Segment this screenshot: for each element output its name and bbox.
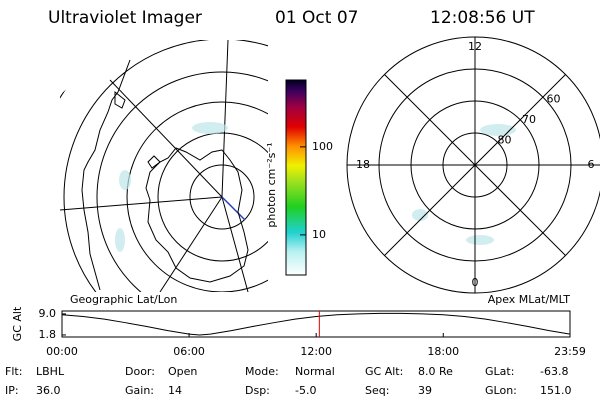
info-label: IP: [5, 384, 19, 397]
info-value: Open [168, 365, 197, 378]
lat-ring [410, 100, 540, 230]
info-label: Flt: [5, 365, 22, 378]
mlt-label: 18 [356, 158, 370, 171]
apex-map-label: Apex MLat/MLT [488, 293, 571, 306]
info-value: 36.0 [36, 384, 61, 397]
time: 12:08:56 UT [430, 8, 535, 28]
colorbar [285, 79, 307, 276]
title: Ultraviolet Imager [48, 8, 202, 28]
lat-label: 70 [522, 113, 536, 126]
x-tick-label: 12:00 [300, 345, 332, 358]
info-label: GLon: [485, 384, 517, 397]
x-tick-label: 06:00 [173, 345, 205, 358]
y-axis-label: GC Alt [11, 306, 24, 341]
info-label: Gain: [125, 384, 154, 397]
info-value: Normal [295, 365, 335, 378]
info-value: 151.0 [540, 384, 572, 397]
info-label: Dsp: [245, 384, 270, 397]
mlt-label: 6 [588, 158, 595, 171]
date: 01 Oct 07 [275, 8, 358, 28]
y-tick-label: 9.0 [39, 307, 57, 320]
diagonal-line [384, 74, 566, 256]
lat-ring [378, 68, 572, 262]
lat-label: 80 [498, 133, 512, 146]
lat-label: 60 [547, 92, 561, 105]
info-value: 14 [168, 384, 182, 397]
x-tick-label: 18:00 [427, 345, 459, 358]
info-value: -63.8 [540, 365, 568, 378]
info-value: 39 [418, 384, 432, 397]
info-label: Mode: [245, 365, 279, 378]
x-tick-label: 00:00 [46, 345, 78, 358]
lat-ring [442, 132, 508, 198]
mlt-label: 12 [468, 40, 482, 53]
geo-map [60, 40, 268, 292]
info-value: 8.0 Re [418, 365, 453, 378]
info-label: Seq: [365, 384, 389, 397]
altitude-line [61, 312, 571, 336]
info-label: GC Alt: [365, 365, 403, 378]
mlt-label: 0 [472, 276, 479, 289]
geo-map-label: Geographic Lat/Lon [70, 293, 177, 306]
info-value: -5.0 [295, 384, 316, 397]
x-tick-label: 23:59 [554, 345, 586, 358]
colorbar-tick-label: 100 [312, 140, 333, 153]
colorbar-tick-label: 10 [312, 228, 326, 241]
info-label: Door: [125, 365, 155, 378]
y-tick-label: 1.8 [39, 328, 57, 341]
colorbar-label: photon cm⁻²s⁻¹ [265, 142, 278, 227]
info-value: LBHL [36, 365, 65, 378]
info-label: GLat: [485, 365, 514, 378]
